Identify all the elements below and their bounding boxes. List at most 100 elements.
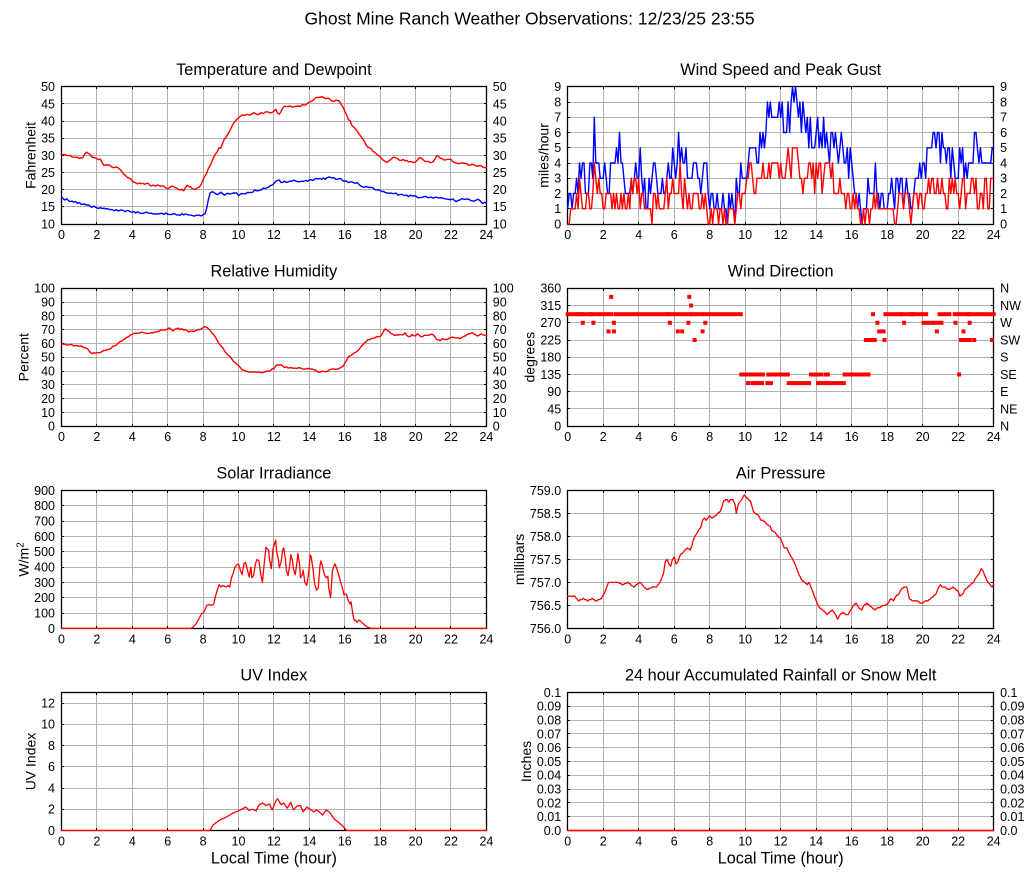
svg-text:10: 10 bbox=[738, 430, 752, 444]
svg-text:22: 22 bbox=[444, 835, 458, 849]
svg-text:2: 2 bbox=[600, 430, 607, 444]
svg-text:6: 6 bbox=[671, 835, 678, 849]
svg-text:20: 20 bbox=[41, 183, 55, 197]
svg-text:24: 24 bbox=[479, 430, 493, 444]
svg-text:3: 3 bbox=[554, 172, 561, 186]
svg-text:10: 10 bbox=[738, 835, 752, 849]
svg-text:24 hour Accumulated Rainfall o: 24 hour Accumulated Rainfall or Snow Mel… bbox=[625, 667, 937, 685]
svg-text:20: 20 bbox=[409, 430, 423, 444]
svg-text:24: 24 bbox=[987, 835, 1001, 849]
svg-text:14: 14 bbox=[809, 228, 823, 242]
svg-text:20: 20 bbox=[493, 183, 507, 197]
svg-text:10: 10 bbox=[41, 406, 55, 420]
svg-text:50: 50 bbox=[493, 80, 507, 94]
svg-text:100: 100 bbox=[493, 282, 514, 296]
svg-text:10: 10 bbox=[493, 217, 507, 231]
svg-text:0.0: 0.0 bbox=[1000, 824, 1017, 838]
svg-text:8: 8 bbox=[706, 228, 713, 242]
svg-text:22: 22 bbox=[951, 632, 965, 646]
svg-text:4: 4 bbox=[129, 430, 136, 444]
svg-text:360: 360 bbox=[540, 282, 561, 296]
svg-text:Relative Humidity: Relative Humidity bbox=[211, 262, 339, 280]
svg-text:8: 8 bbox=[200, 632, 207, 646]
svg-text:2: 2 bbox=[554, 187, 561, 201]
svg-text:4: 4 bbox=[635, 430, 642, 444]
svg-text:225: 225 bbox=[540, 333, 561, 347]
svg-text:35: 35 bbox=[493, 132, 507, 146]
svg-text:50: 50 bbox=[493, 351, 507, 365]
svg-text:100: 100 bbox=[34, 607, 55, 621]
svg-text:758.0: 758.0 bbox=[530, 530, 561, 544]
svg-text:15: 15 bbox=[493, 200, 507, 214]
svg-text:7: 7 bbox=[554, 111, 561, 125]
svg-text:10: 10 bbox=[232, 228, 246, 242]
svg-text:2: 2 bbox=[600, 228, 607, 242]
svg-text:2: 2 bbox=[600, 835, 607, 849]
svg-text:24: 24 bbox=[987, 228, 1001, 242]
svg-text:8: 8 bbox=[706, 835, 713, 849]
svg-text:20: 20 bbox=[916, 835, 930, 849]
svg-text:14: 14 bbox=[809, 835, 823, 849]
svg-text:135: 135 bbox=[540, 368, 561, 382]
svg-text:N: N bbox=[1000, 420, 1009, 434]
svg-text:2: 2 bbox=[600, 632, 607, 646]
svg-text:18: 18 bbox=[373, 228, 387, 242]
svg-text:8: 8 bbox=[200, 228, 207, 242]
svg-text:12: 12 bbox=[267, 228, 281, 242]
svg-text:Percent: Percent bbox=[15, 333, 31, 381]
svg-text:400: 400 bbox=[34, 561, 55, 575]
svg-text:Local Time (hour): Local Time (hour) bbox=[211, 850, 337, 868]
svg-text:18: 18 bbox=[880, 835, 894, 849]
svg-text:6: 6 bbox=[164, 228, 171, 242]
svg-text:E: E bbox=[1000, 385, 1008, 399]
svg-text:8: 8 bbox=[706, 632, 713, 646]
svg-text:0: 0 bbox=[58, 632, 65, 646]
svg-text:4: 4 bbox=[635, 228, 642, 242]
svg-text:0.09: 0.09 bbox=[1000, 700, 1024, 714]
svg-text:600: 600 bbox=[34, 530, 55, 544]
svg-text:0.04: 0.04 bbox=[537, 769, 561, 783]
svg-text:756.5: 756.5 bbox=[530, 599, 561, 613]
svg-text:Wind Speed and Peak Gust: Wind Speed and Peak Gust bbox=[680, 61, 881, 79]
svg-text:2: 2 bbox=[1000, 187, 1007, 201]
svg-text:0: 0 bbox=[564, 835, 571, 849]
svg-text:SW: SW bbox=[1000, 333, 1020, 347]
svg-text:18: 18 bbox=[373, 632, 387, 646]
svg-text:16: 16 bbox=[338, 228, 352, 242]
svg-text:6: 6 bbox=[671, 430, 678, 444]
svg-text:S: S bbox=[1000, 351, 1008, 365]
svg-text:22: 22 bbox=[951, 430, 965, 444]
svg-text:40: 40 bbox=[493, 364, 507, 378]
svg-text:18: 18 bbox=[373, 835, 387, 849]
svg-text:15: 15 bbox=[41, 200, 55, 214]
svg-text:0.08: 0.08 bbox=[537, 714, 561, 728]
svg-text:0.0: 0.0 bbox=[544, 824, 561, 838]
svg-text:0.07: 0.07 bbox=[537, 727, 561, 741]
svg-text:miles/hour: miles/hour bbox=[536, 123, 552, 188]
svg-text:16: 16 bbox=[845, 632, 859, 646]
svg-text:24: 24 bbox=[479, 835, 493, 849]
svg-text:80: 80 bbox=[493, 309, 507, 323]
svg-text:300: 300 bbox=[34, 576, 55, 590]
svg-text:2: 2 bbox=[48, 803, 55, 817]
svg-text:0.03: 0.03 bbox=[1000, 783, 1024, 797]
svg-text:45: 45 bbox=[547, 402, 561, 416]
svg-text:0: 0 bbox=[48, 420, 55, 434]
svg-text:5: 5 bbox=[1000, 141, 1007, 155]
svg-text:W: W bbox=[1000, 316, 1012, 330]
svg-text:6: 6 bbox=[164, 835, 171, 849]
svg-text:10: 10 bbox=[493, 406, 507, 420]
svg-text:12: 12 bbox=[267, 835, 281, 849]
svg-text:18: 18 bbox=[880, 632, 894, 646]
svg-text:30: 30 bbox=[41, 378, 55, 392]
svg-text:Ghost Mine Ranch Weather Obser: Ghost Mine Ranch Weather Observations: 1… bbox=[305, 9, 755, 29]
svg-text:35: 35 bbox=[41, 132, 55, 146]
svg-text:800: 800 bbox=[34, 499, 55, 513]
svg-text:16: 16 bbox=[845, 228, 859, 242]
svg-text:6: 6 bbox=[164, 430, 171, 444]
svg-text:22: 22 bbox=[444, 632, 458, 646]
svg-text:16: 16 bbox=[338, 632, 352, 646]
svg-text:5: 5 bbox=[554, 141, 561, 155]
svg-text:70: 70 bbox=[493, 323, 507, 337]
svg-text:0.1: 0.1 bbox=[1000, 686, 1017, 700]
